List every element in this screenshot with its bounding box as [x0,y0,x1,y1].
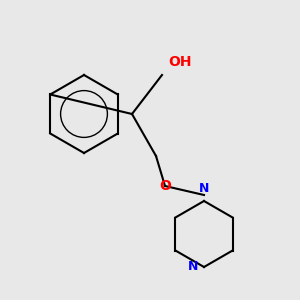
Text: N: N [188,260,198,274]
Text: OH: OH [168,55,191,69]
Text: O: O [159,179,171,193]
Text: N: N [199,182,209,195]
